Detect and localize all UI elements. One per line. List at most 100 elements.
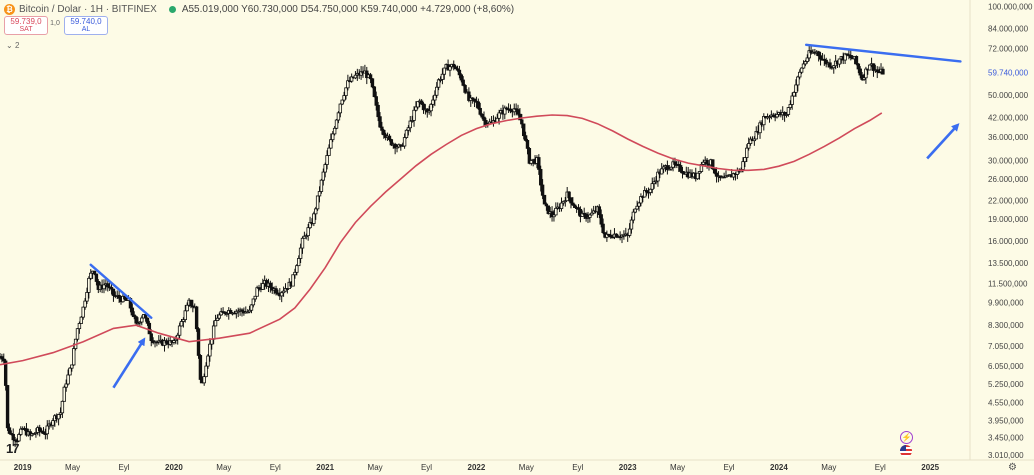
- candle-body: [578, 208, 583, 217]
- chevron-down-icon: ⌄: [6, 41, 13, 50]
- spread-value: 1,0: [50, 20, 60, 27]
- candle-body: [56, 414, 61, 420]
- price-tick-label: 3.450,000: [988, 434, 1024, 443]
- candle-body: [711, 159, 715, 170]
- price-tick-label: 3.950,000: [988, 416, 1024, 425]
- candle-body: [372, 86, 377, 98]
- candle-body: [81, 306, 85, 318]
- candle-body: [134, 316, 138, 324]
- tradingview-logo: 17: [6, 441, 20, 456]
- candle-body: [429, 103, 433, 112]
- candle-body: [627, 228, 632, 236]
- candle-body: [298, 247, 303, 259]
- candle-body: [308, 222, 312, 229]
- candle-body: [274, 288, 278, 294]
- trendline[interactable]: [89, 263, 153, 319]
- candle-body: [712, 168, 717, 174]
- candle-body: [569, 197, 573, 204]
- candle-body: [559, 202, 564, 209]
- candle-body: [143, 314, 148, 319]
- indicator-toggle[interactable]: ⌄ 2: [6, 41, 19, 50]
- candle-body: [546, 205, 550, 214]
- candle-body: [389, 139, 394, 146]
- candle-body: [117, 294, 121, 299]
- candle-body: [340, 99, 344, 105]
- price-tick-label: 5.250,000: [988, 380, 1024, 389]
- candle-body: [807, 50, 811, 59]
- candle-body: [179, 321, 184, 327]
- candle-body: [633, 208, 637, 213]
- arrow-icon[interactable]: [926, 123, 960, 160]
- candle-body: [206, 355, 210, 367]
- candle-body: [189, 299, 193, 307]
- candle-body: [767, 116, 772, 119]
- candle-body: [586, 217, 590, 219]
- chart-header: ₿ Bitcoin / Dolar · 1H · BITFINEX A55.01…: [4, 2, 514, 16]
- candle-body: [673, 161, 677, 165]
- indicator-count: 2: [14, 41, 20, 50]
- candle-body: [236, 310, 240, 313]
- time-tick-label: Eyl: [572, 463, 583, 472]
- candle-body: [790, 95, 794, 105]
- trendline[interactable]: [804, 43, 962, 63]
- candle-body: [145, 317, 150, 324]
- drawings[interactable]: [89, 43, 962, 389]
- candle-body: [529, 160, 533, 164]
- candle-body: [754, 130, 758, 140]
- candle-body: [149, 333, 153, 342]
- candle-body: [448, 66, 452, 71]
- lightning-icon[interactable]: ⚡: [900, 431, 913, 444]
- candle-body: [816, 51, 821, 57]
- candle-body: [94, 273, 99, 282]
- current-price-text: 59.740,000: [988, 68, 1029, 77]
- candle-body: [758, 122, 762, 134]
- candle-body: [542, 194, 547, 205]
- candle-body: [849, 55, 853, 59]
- candle-body: [584, 213, 588, 219]
- candle-body: [7, 427, 12, 434]
- candle-body: [881, 68, 885, 75]
- price-tick-label: 84.000,000: [988, 25, 1029, 34]
- candle-body: [51, 420, 55, 426]
- candle-body: [410, 120, 414, 122]
- candle-body: [406, 127, 411, 131]
- candle-body: [503, 107, 507, 115]
- time-tick-label: 2022: [468, 463, 486, 472]
- candle-body: [798, 71, 802, 78]
- candle-body: [60, 400, 65, 414]
- price-tick-label: 30.000,000: [988, 157, 1029, 166]
- price-tick-label: 11.500,000: [988, 279, 1028, 288]
- candle-body: [346, 80, 350, 89]
- candle-body: [695, 172, 700, 180]
- candle-body: [550, 211, 554, 218]
- candle-body: [225, 313, 229, 315]
- candle-body: [123, 295, 127, 300]
- sell-button[interactable]: 59.739,0 SAT: [4, 16, 48, 35]
- candle-body: [522, 123, 526, 137]
- candle-body: [637, 202, 641, 207]
- time-tick-label: Eyl: [118, 463, 129, 472]
- candle-body: [378, 116, 382, 128]
- candle-body: [699, 164, 704, 172]
- us-flag-icon[interactable]: [900, 445, 912, 457]
- price-tick-label: 42.000,000: [988, 113, 1029, 122]
- candle-body: [421, 103, 426, 111]
- candle-body: [215, 317, 220, 321]
- candle-body: [576, 207, 581, 210]
- candle-body: [697, 171, 702, 174]
- gear-icon[interactable]: ⚙: [1008, 462, 1017, 473]
- candle-body: [654, 180, 658, 183]
- candle-body: [198, 355, 203, 380]
- price-tick-label: 22.000,000: [988, 196, 1029, 205]
- price-tick-label: 100.000,000: [988, 2, 1033, 11]
- arrow-icon[interactable]: [112, 337, 146, 389]
- symbol-title[interactable]: Bitcoin / Dolar · 1H · BITFINEX: [19, 3, 157, 15]
- price-tick-label: 26.000,000: [988, 175, 1029, 184]
- candle-body: [5, 385, 10, 429]
- price-tick-label: 72.000,000: [988, 44, 1029, 53]
- price-tick-label: 13.500,000: [988, 259, 1029, 268]
- candle-body: [181, 319, 186, 322]
- buy-button[interactable]: 59.740,0 AL: [64, 16, 108, 35]
- candle-body: [680, 171, 685, 174]
